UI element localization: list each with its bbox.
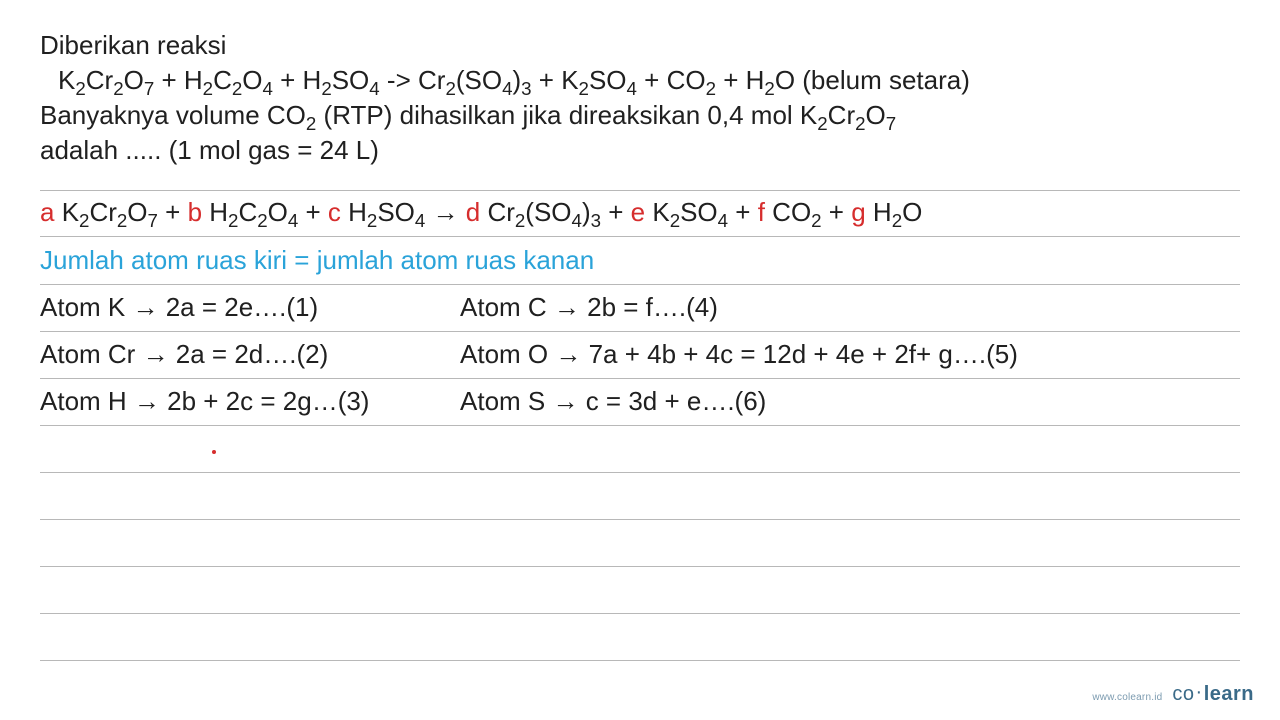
blank-ruled-lines xyxy=(40,426,1240,661)
atom-equations: Atom K → 2a = 2e….(1) Atom C → 2b = f….(… xyxy=(40,285,1240,426)
brand-logo: co·learn xyxy=(1172,683,1254,706)
question-reaction: K2Cr2O7 + H2C2O4 + H2SO4 -> Cr2(SO4)3 + … xyxy=(40,63,1240,98)
atom-c: Atom C → 2b = f….(4) xyxy=(460,285,1240,332)
atom-s: Atom S → c = 3d + e….(6) xyxy=(460,379,1240,426)
atom-h: Atom H → 2b + 2c = 2g…(3) xyxy=(40,379,460,426)
atom-cr: Atom Cr → 2a = 2d….(2) xyxy=(40,332,460,379)
question-line4: adalah ..... (1 mol gas = 24 L) xyxy=(40,133,1240,168)
atom-o: Atom O → 7a + 4b + 4c = 12d + 4e + 2f+ g… xyxy=(460,332,1240,379)
balance-subtitle: Jumlah atom ruas kiri = jumlah atom ruas… xyxy=(40,237,1240,285)
red-dot-marker xyxy=(212,450,216,454)
question-line3: Banyaknya volume CO2 (RTP) dihasilkan ji… xyxy=(40,98,1240,133)
atom-k: Atom K → 2a = 2e….(1) xyxy=(40,285,460,332)
question-text: Diberikan reaksi K2Cr2O7 + H2C2O4 + H2SO… xyxy=(40,28,1240,168)
footer-brand: www.colearn.id co·learn xyxy=(1092,683,1254,706)
generic-equation: a K2Cr2O7 + b H2C2O4 + c H2SO4 → d Cr2(S… xyxy=(40,190,1240,237)
question-line1: Diberikan reaksi xyxy=(40,28,1240,63)
footer-url: www.colearn.id xyxy=(1092,692,1162,703)
